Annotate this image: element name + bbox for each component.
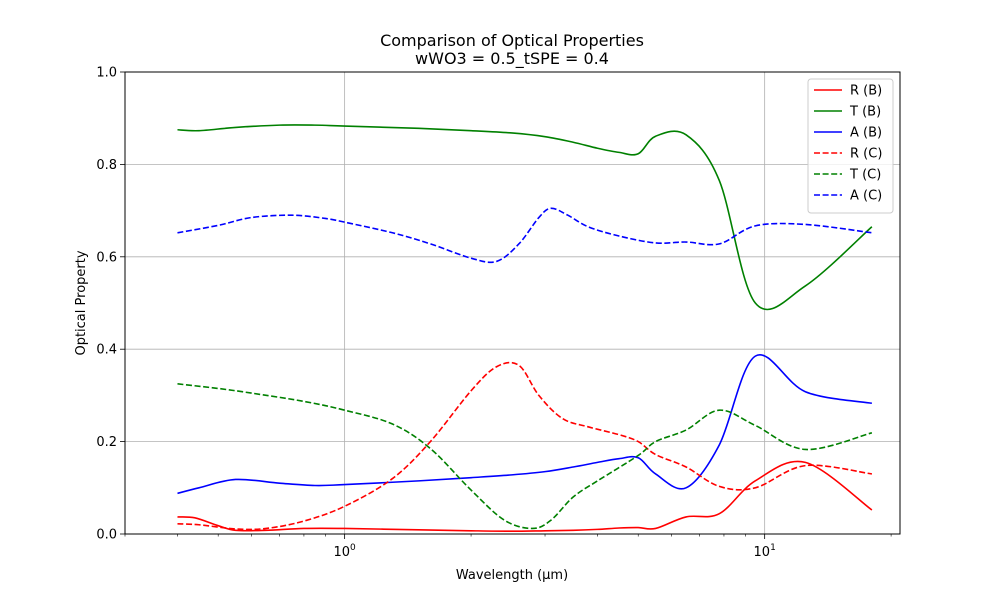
legend-label: R (C) (850, 147, 882, 162)
chart-subtitle: wWO3 = 0.5_tSPE = 0.4 (415, 49, 609, 69)
x-axis-label: Wavelength (μm) (456, 568, 568, 583)
y-tick-label: 0.4 (96, 343, 117, 358)
series-line-t-c (177, 383, 873, 530)
series-line-t-b (177, 124, 873, 311)
legend-label: T (B) (849, 105, 881, 120)
x-tick-exponent: 0 (350, 543, 356, 553)
y-tick-label: 0.6 (96, 250, 117, 265)
series-lines (177, 124, 873, 533)
y-tick-label: 0.8 (96, 158, 117, 173)
y-axis-label: Optical Property (74, 250, 89, 355)
legend-label: A (B) (850, 126, 882, 141)
legend-label: R (B) (850, 84, 882, 99)
y-tick-label: 0.2 (96, 435, 117, 450)
legend-label: A (C) (850, 189, 882, 204)
series-line-a-c (177, 207, 872, 264)
series-line-r-c (177, 361, 872, 531)
y-axis: 0.0 0.2 0.4 0.6 0.8 1.0 (96, 66, 125, 543)
legend: R (B) T (B) A (B) R (C) T (C) A (C) (807, 78, 894, 214)
y-tick-label: 1.0 (96, 66, 117, 81)
series-line-a-b (177, 353, 873, 495)
legend-frame (807, 78, 894, 214)
legend-label: T (C) (849, 168, 881, 183)
y-tick-label: 0.0 (96, 528, 117, 543)
plot-frame (124, 71, 901, 535)
chart-title: Comparison of Optical Properties (380, 31, 644, 50)
x-tick-exponent: 1 (770, 543, 776, 553)
series-line-r-b (177, 460, 873, 533)
